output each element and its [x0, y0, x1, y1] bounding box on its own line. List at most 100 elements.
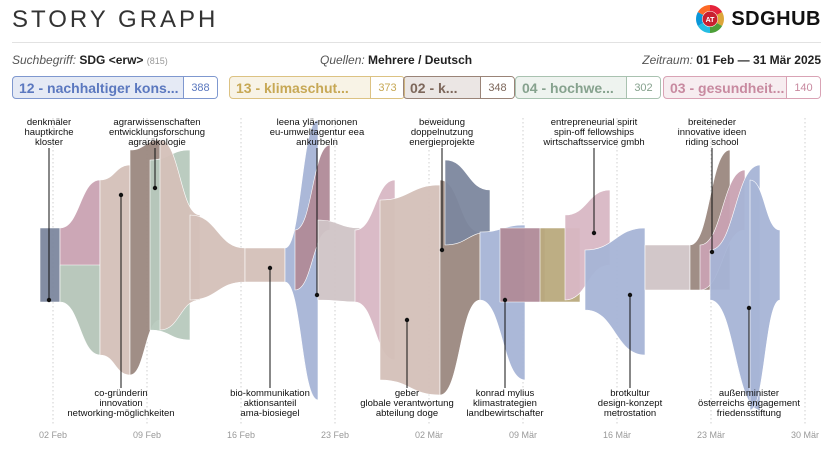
- logo-text: SDGHUB: [731, 7, 821, 30]
- search-label: Suchbegriff:: [12, 53, 77, 67]
- stream-area-slate-a[interactable]: [444, 159, 491, 246]
- period: Zeitraum: 01 Feb — 31 Mär 2025: [642, 53, 821, 67]
- annotation-dot: [152, 185, 158, 191]
- annotation-text: breiteneder: [688, 117, 736, 128]
- annotation-text: österreichs engagement: [698, 398, 800, 409]
- annotation-text: denkmäler: [27, 117, 71, 128]
- stream-area-taupe-e[interactable]: [379, 184, 441, 396]
- annotation-text: ama-biosiegel: [240, 408, 299, 419]
- annotation-text: innovative ideen: [678, 127, 747, 138]
- x-tick-label: 16 Mär: [603, 430, 631, 440]
- sources-label: Quellen:: [320, 53, 365, 67]
- annotation-dot: [404, 317, 410, 323]
- topic-tag-04[interactable]: 04 - hochwe... 302: [515, 76, 661, 99]
- period-label: Zeitraum:: [642, 53, 693, 67]
- annotation[interactable]: bio-kommunikationaktionsanteilama-biosie…: [230, 265, 310, 419]
- annotation-text: friedensstiftung: [717, 408, 781, 419]
- topic-tag-count: 348: [480, 77, 514, 98]
- page-title: STORY GRAPH: [12, 6, 219, 33]
- annotation-text: wirtschaftsservice gmbh: [542, 137, 644, 148]
- annotation[interactable]: co-gründerininnovationnetworking-möglich…: [67, 192, 175, 419]
- annotation-text: innovation: [99, 398, 142, 409]
- topic-tag-02[interactable]: 02 - k... 348: [403, 76, 515, 99]
- annotation-text: landbewirtschafter: [466, 408, 543, 419]
- annotation-text: klimastrategien: [473, 398, 537, 409]
- annotation-text: riding school: [685, 137, 738, 148]
- stream-area-silver-b[interactable]: [644, 244, 691, 291]
- search-value: SDG <erw>: [79, 53, 144, 67]
- sources-value: Mehrere / Deutsch: [368, 53, 473, 67]
- topic-tag-count: 388: [183, 77, 217, 98]
- annotation-text: aktionsanteil: [244, 398, 297, 409]
- stream-area-silver-a[interactable]: [317, 219, 361, 303]
- topic-tag-12[interactable]: 12 - nachhaltiger kons... 388: [12, 76, 218, 99]
- annotation-text: agrarökologie: [128, 137, 186, 148]
- topic-tag-count: 302: [626, 77, 660, 98]
- topic-tag-13[interactable]: 13 - klimaschut... 373: [229, 76, 405, 99]
- topic-tag-label: 12 - nachhaltiger kons...: [19, 79, 179, 96]
- topic-tag-count: 140: [786, 77, 820, 98]
- topic-tag-label: 03 - gesundheit...: [670, 79, 785, 96]
- stream-area-sage-a[interactable]: [59, 264, 101, 356]
- stream-area-mauve-c[interactable]: [499, 227, 546, 303]
- annotation-text: agrarwissenschaften: [113, 117, 200, 128]
- annotation[interactable]: konrad myliusklimastrategienlandbewirtsc…: [466, 297, 544, 419]
- topic-tag-label: 04 - hochwe...: [522, 79, 614, 96]
- topic-tag-03[interactable]: 03 - gesundheit... 140: [663, 76, 821, 99]
- annotation-text: metrostation: [604, 408, 656, 419]
- stream-area-taupe-d[interactable]: [244, 247, 286, 283]
- search-count: (815): [146, 56, 168, 66]
- stream-area-blue-e[interactable]: [749, 179, 781, 411]
- x-tick-label: 23 Mär: [697, 430, 725, 440]
- x-tick-label: 02 Mär: [415, 430, 443, 440]
- annotation-dot: [591, 230, 597, 236]
- annotation-text: design-konzept: [598, 398, 663, 409]
- annotation-text: ankurbeln: [296, 137, 338, 148]
- annotation-dot: [439, 247, 445, 253]
- x-tick-label: 09 Mär: [509, 430, 537, 440]
- stream-area-blue-d[interactable]: [709, 164, 761, 411]
- search-term: Suchbegriff: SDG <erw> (815): [12, 53, 168, 67]
- annotation-text: entrepreneurial spirit: [551, 117, 638, 128]
- annotation-dot: [46, 297, 52, 303]
- annotation-text: konrad mylius: [476, 388, 535, 399]
- stream-area-mauve-b[interactable]: [294, 144, 331, 291]
- x-tick-label: 16 Feb: [227, 430, 255, 440]
- annotation-dot: [709, 249, 715, 255]
- x-tick-label: 02 Feb: [39, 430, 67, 440]
- stream-areas: [39, 119, 781, 411]
- stream-area-taupe-a[interactable]: [99, 164, 131, 376]
- annotation-text: außenminister: [719, 388, 779, 399]
- annotation-dot: [118, 192, 124, 198]
- annotation-text: doppelnutzung: [411, 127, 473, 138]
- annotation-text: energieprojekte: [409, 137, 475, 148]
- annotation-text: bio-kommunikation: [230, 388, 310, 399]
- annotation-text: co-gründerin: [94, 388, 147, 399]
- annotation-text: brotkultur: [610, 388, 650, 399]
- header-divider: [12, 42, 821, 43]
- x-tick-label: 23 Feb: [321, 430, 349, 440]
- sdghub-logo[interactable]: AT SDGHUB: [695, 4, 821, 34]
- stream-area-start[interactable]: [39, 227, 61, 303]
- annotation-text: leena ylä-mononen: [277, 117, 358, 128]
- annotation-dot: [627, 292, 633, 298]
- stream-area-taupe-c[interactable]: [189, 214, 246, 301]
- annotation-text: entwicklungsforschung: [109, 127, 205, 138]
- period-value: 01 Feb — 31 Mär 2025: [696, 53, 821, 67]
- annotation-dot: [502, 297, 508, 303]
- x-axis-ticks: 02 Feb 09 Feb 16 Feb 23 Feb 02 Mär 09 Mär 16 M…: [39, 430, 819, 440]
- topic-tags: 12 - nachhaltiger kons... 388 13 - klima…: [12, 76, 822, 101]
- annotation-dot: [314, 292, 320, 298]
- sources: Quellen: Mehrere / Deutsch: [320, 53, 472, 67]
- annotation[interactable]: agrarwissenschaftenentwicklungsforschung…: [109, 117, 205, 191]
